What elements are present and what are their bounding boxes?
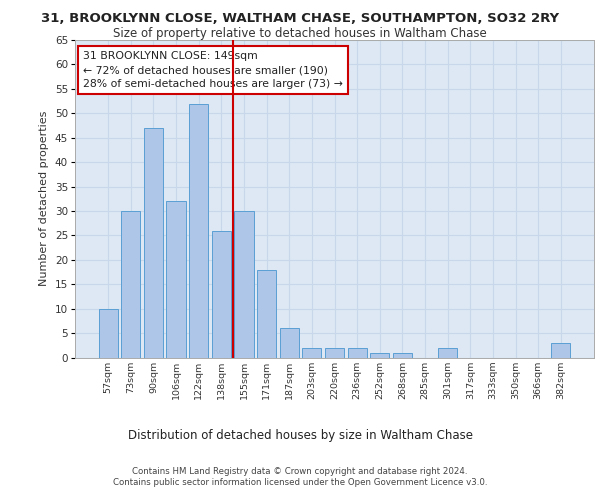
Bar [347,348,367,358]
Y-axis label: Number of detached properties: Number of detached properties [39,111,49,286]
Bar [551,343,571,357]
Bar [189,104,208,358]
Bar [438,348,457,358]
Bar [325,348,344,358]
Bar [144,128,163,358]
Bar [393,352,412,358]
Text: 31, BROOKLYNN CLOSE, WALTHAM CHASE, SOUTHAMPTON, SO32 2RY: 31, BROOKLYNN CLOSE, WALTHAM CHASE, SOUT… [41,12,559,26]
Bar [121,211,140,358]
Bar [370,352,389,358]
Bar [98,308,118,358]
Text: Contains public sector information licensed under the Open Government Licence v3: Contains public sector information licen… [113,478,487,487]
Bar [257,270,276,358]
Bar [280,328,299,358]
Bar [302,348,322,358]
Bar [235,211,254,358]
Text: 31 BROOKLYNN CLOSE: 149sqm
← 72% of detached houses are smaller (190)
28% of sem: 31 BROOKLYNN CLOSE: 149sqm ← 72% of deta… [83,51,343,89]
Text: Distribution of detached houses by size in Waltham Chase: Distribution of detached houses by size … [128,430,473,442]
Text: Size of property relative to detached houses in Waltham Chase: Size of property relative to detached ho… [113,28,487,40]
Text: Contains HM Land Registry data © Crown copyright and database right 2024.: Contains HM Land Registry data © Crown c… [132,467,468,476]
Bar [212,230,231,358]
Bar [166,201,186,358]
